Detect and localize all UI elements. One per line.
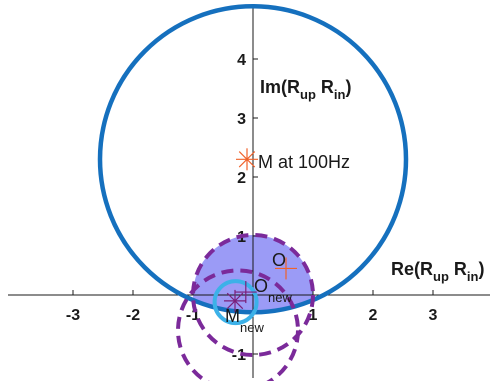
x-axis-label-part: in [467,269,479,284]
point-marker-mnew [224,289,246,312]
circle-series-2 [212,279,259,326]
x-tick-label: -2 [126,307,140,324]
y-axis-label: Im(Rup Rin) [260,77,351,102]
x-axis-label-part: R [449,259,467,279]
y-axis-label-part: Im(R [260,77,300,97]
circle-series-1 [191,233,315,357]
y-tick-label: 4 [237,52,246,69]
label-o: O [272,250,286,270]
label-m-new-sub: new [240,320,264,335]
point-marker-o [275,257,297,280]
x-tick-label: -3 [66,307,80,324]
x-tick-label: 1 [309,307,318,324]
y-axis-label-part: up [300,87,316,102]
label-m-at-100hz: M at 100Hz [258,152,350,172]
y-axis-label-part: R [316,77,334,97]
y-axis-label-part: ) [345,77,351,97]
circle-series-3 [176,268,300,381]
asterisk-stroke [226,292,244,310]
y-axis-label-part: in [334,87,346,102]
x-axis-label-part: up [433,269,449,284]
x-tick-label: 3 [429,307,438,324]
x-axis-label-part: Re(R [391,259,433,279]
label-o-new-sub: new [268,290,292,305]
asterisk-stroke [238,151,256,168]
point-marker-m-at-100hz [236,148,258,171]
circles-group [97,4,409,381]
point-marker-onew [234,281,257,304]
y-tick-label: -1 [232,347,246,364]
y-tick-label: 3 [237,111,246,128]
points-group [224,148,297,312]
x-tick-label: 2 [369,307,378,324]
x-axis-label-part: ) [478,259,484,279]
y-tick-label: 2 [237,170,246,187]
x-axis-label: Re(Rup Rin) [391,259,484,284]
